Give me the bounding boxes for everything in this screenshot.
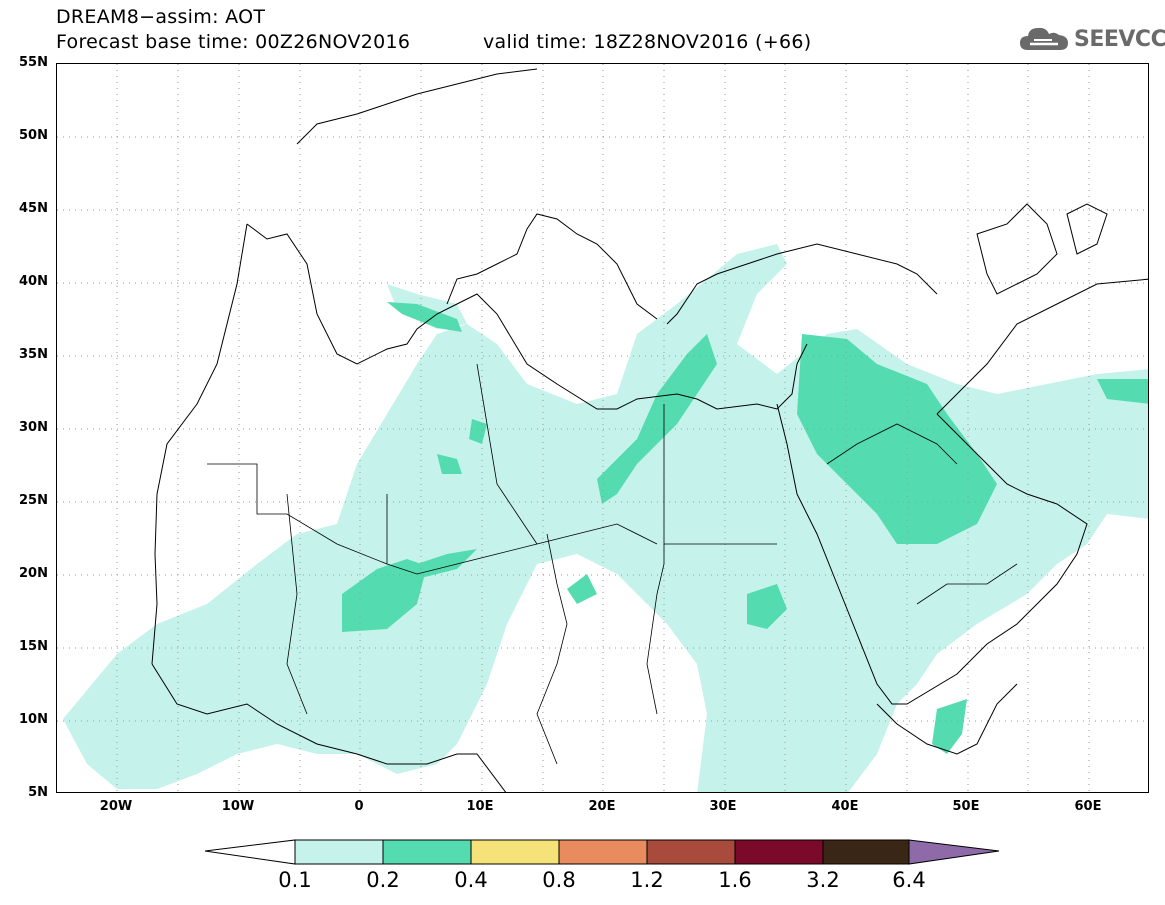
lon-label: 0 <box>354 799 364 814</box>
lon-label: 40E <box>831 799 859 814</box>
graticule <box>57 64 1148 792</box>
colorbar-label: 3.2 <box>806 868 840 892</box>
lon-label: 50E <box>952 799 980 814</box>
lat-label: 30N <box>19 420 48 435</box>
colorbar-label: 0.2 <box>366 868 400 892</box>
map-title: DREAM8−assim: AOT <box>56 6 266 28</box>
colorbar-swatch <box>470 839 560 865</box>
colorbar-swatch <box>646 839 736 865</box>
colorbar-swatch <box>822 839 910 865</box>
colorbar-label: 0.1 <box>278 868 312 892</box>
lat-label: 5N <box>28 785 48 800</box>
lon-label: 30E <box>709 799 737 814</box>
colorbar <box>205 839 1000 865</box>
lat-label: 35N <box>19 347 48 362</box>
colorbar-swatch <box>558 839 648 865</box>
seevccc-logo: SEEVCCC <box>1018 22 1165 56</box>
colorbar-high-triangle <box>908 839 1000 865</box>
lon-label: 20W <box>99 799 133 814</box>
lat-label: 15N <box>19 639 48 654</box>
map-canvas <box>57 64 1148 792</box>
colorbar-label: 1.6 <box>718 868 752 892</box>
colorbar-low-triangle <box>205 839 296 865</box>
colorbar-swatch <box>294 839 384 865</box>
lat-label: 20N <box>19 566 48 581</box>
forecast-base-time: Forecast base time: 00Z26NOV2016 <box>56 31 411 53</box>
colorbar-label: 0.4 <box>454 868 488 892</box>
lat-label: 40N <box>19 274 48 289</box>
colorbar-swatch <box>382 839 472 865</box>
coastlines <box>151 68 1148 792</box>
lat-label: 55N <box>19 55 48 70</box>
lon-label: 10W <box>221 799 255 814</box>
lat-label: 10N <box>19 712 48 727</box>
colorbar-label: 6.4 <box>892 868 926 892</box>
lon-label: 60E <box>1074 799 1102 814</box>
aot-field-mid <box>342 302 1148 754</box>
colorbar-label: 1.2 <box>630 868 664 892</box>
colorbar-label: 0.8 <box>542 868 576 892</box>
lat-label: 25N <box>19 493 48 508</box>
lon-label: 10E <box>466 799 494 814</box>
aot-map <box>56 63 1149 793</box>
cloud-icon <box>1020 27 1068 50</box>
logo-text: SEEVCCC <box>1074 26 1165 52</box>
colorbar-swatch <box>734 839 824 865</box>
lat-label: 45N <box>19 201 48 216</box>
lat-label: 50N <box>19 128 48 143</box>
valid-time: valid time: 18Z28NOV2016 (+66) <box>483 31 812 53</box>
borders <box>207 363 1018 765</box>
lon-label: 20E <box>588 799 616 814</box>
